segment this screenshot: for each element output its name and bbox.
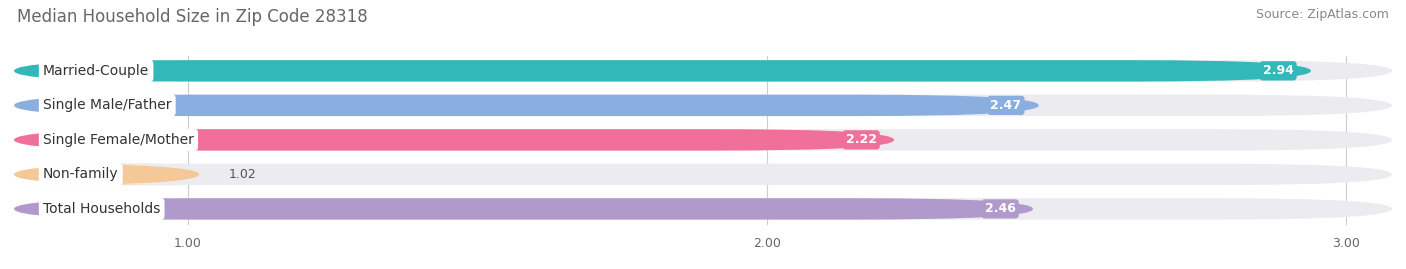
FancyBboxPatch shape [14, 198, 1392, 220]
Text: 2.22: 2.22 [845, 133, 877, 146]
FancyBboxPatch shape [14, 129, 894, 151]
FancyBboxPatch shape [14, 60, 1310, 82]
Text: Source: ZipAtlas.com: Source: ZipAtlas.com [1256, 8, 1389, 21]
FancyBboxPatch shape [14, 164, 1392, 185]
Text: 2.94: 2.94 [1263, 64, 1294, 77]
Text: Non-family: Non-family [44, 167, 118, 181]
Text: Median Household Size in Zip Code 28318: Median Household Size in Zip Code 28318 [17, 8, 367, 26]
FancyBboxPatch shape [14, 164, 200, 185]
Text: Married-Couple: Married-Couple [44, 64, 149, 78]
Text: 2.46: 2.46 [984, 202, 1015, 215]
FancyBboxPatch shape [14, 129, 1392, 151]
FancyBboxPatch shape [14, 95, 1039, 116]
FancyBboxPatch shape [14, 60, 1392, 82]
Text: 2.47: 2.47 [990, 99, 1021, 112]
Text: Total Households: Total Households [44, 202, 160, 216]
FancyBboxPatch shape [14, 95, 1392, 116]
Text: 1.02: 1.02 [228, 168, 256, 181]
Text: Single Male/Father: Single Male/Father [44, 98, 172, 112]
Text: Single Female/Mother: Single Female/Mother [44, 133, 194, 147]
FancyBboxPatch shape [14, 198, 1033, 220]
